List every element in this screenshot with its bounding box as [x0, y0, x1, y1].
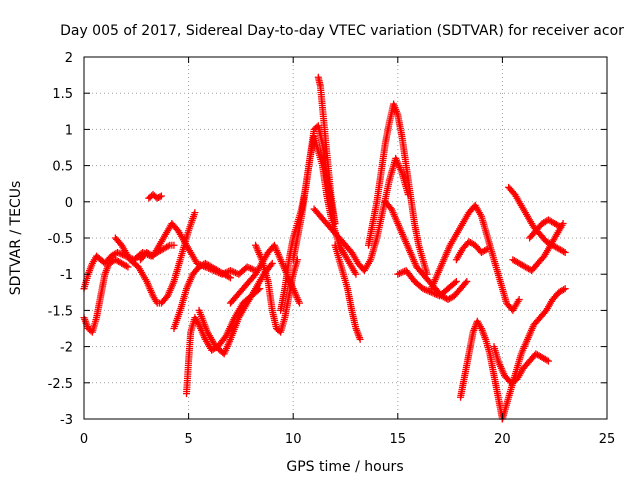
data-point [113, 248, 121, 256]
series-arc-18 [394, 267, 460, 300]
data-point [268, 259, 276, 267]
series-arc-25 [509, 220, 567, 275]
data-point [156, 193, 164, 201]
data-point [115, 249, 123, 257]
data-point [431, 290, 439, 298]
data-point [421, 285, 429, 293]
series-arc-13 [314, 73, 339, 228]
data-point [247, 264, 255, 272]
series-arc-16 [365, 100, 431, 278]
data-point [429, 289, 437, 297]
data-point [557, 223, 565, 231]
x-tick-label: 15 [390, 432, 407, 447]
y-tick-label: -1 [60, 268, 73, 283]
data-point [463, 277, 471, 285]
x-axis-label: GPS time / hours [286, 459, 403, 475]
y-tick-label: 1.5 [52, 87, 73, 102]
data-point [543, 356, 551, 364]
data-point [482, 246, 490, 254]
data-point [170, 241, 178, 249]
data-point [462, 279, 470, 287]
series-arc-23 [490, 343, 552, 387]
data-point [559, 220, 567, 228]
y-tick-label: 0 [65, 196, 73, 211]
data-point [560, 248, 568, 256]
data-point [422, 286, 430, 294]
series-arc-4 [145, 191, 165, 202]
y-tick-label: -3 [60, 413, 73, 428]
chart-title: Day 005 of 2017, Sidereal Day-to-day VTE… [60, 23, 624, 39]
data-point [225, 273, 233, 281]
x-tick-label: 0 [80, 432, 88, 447]
data-point [228, 267, 236, 275]
x-tick-label: 20 [494, 432, 511, 447]
data-point [544, 357, 552, 365]
data-point [157, 192, 165, 200]
data-point [352, 270, 360, 278]
y-tick-label: 0.5 [52, 160, 73, 175]
series-arc-21 [457, 317, 506, 423]
data-point [555, 222, 563, 230]
series-arc-2 [80, 256, 132, 336]
plot-area [80, 73, 569, 423]
series-arc-17 [381, 198, 471, 304]
series-arc-6 [170, 259, 234, 332]
data-point [395, 269, 403, 277]
data-point [193, 259, 201, 267]
data-point [245, 264, 253, 272]
data-point [331, 220, 339, 228]
x-tick-label: 25 [599, 432, 616, 447]
data-point [230, 268, 238, 276]
data-point [397, 269, 405, 277]
y-tick-label: 2 [65, 51, 73, 66]
y-tick-label: -2 [60, 341, 73, 356]
data-point [560, 286, 568, 294]
data-point [117, 250, 125, 258]
data-point [164, 242, 172, 250]
series-arc-10 [252, 241, 301, 336]
data-point [191, 209, 199, 217]
x-tick-label: 10 [285, 432, 302, 447]
data-point [295, 299, 303, 307]
data-point [419, 285, 427, 293]
data-point [452, 277, 460, 285]
data-point [451, 279, 459, 287]
data-point [515, 296, 523, 304]
tick-labels: 0 5 10 15 20 25 2 1.5 1 0.5 0 -0.5 -1 -1.5 -2 -2.5 -3 [48, 51, 616, 447]
series-arc-26 [526, 216, 565, 242]
series-arc-20 [452, 238, 492, 264]
data-point [226, 267, 234, 275]
y-tick-label: -0.5 [48, 232, 73, 247]
data-point [248, 265, 256, 273]
data-point [394, 270, 402, 278]
data-point [356, 335, 364, 343]
series-arc-14 [310, 154, 412, 275]
data-point [243, 263, 251, 271]
y-tick-label: -1.5 [48, 304, 73, 319]
axis-ticks [83, 56, 608, 420]
y-tick-label: 1 [65, 123, 73, 138]
data-point [561, 285, 569, 293]
data-point [484, 245, 492, 253]
series-arc-19 [427, 201, 523, 314]
x-tick-label: 5 [184, 432, 192, 447]
data-point [124, 263, 132, 271]
y-axis-label: SDTVAR / TECUs [8, 181, 24, 296]
series-arc-3 [111, 209, 199, 307]
data-point [122, 262, 130, 270]
series-arc-15 [331, 241, 364, 343]
data-point [267, 261, 275, 269]
y-tick-label: -2.5 [48, 377, 73, 392]
data-point [561, 248, 569, 256]
data-point [226, 274, 234, 282]
